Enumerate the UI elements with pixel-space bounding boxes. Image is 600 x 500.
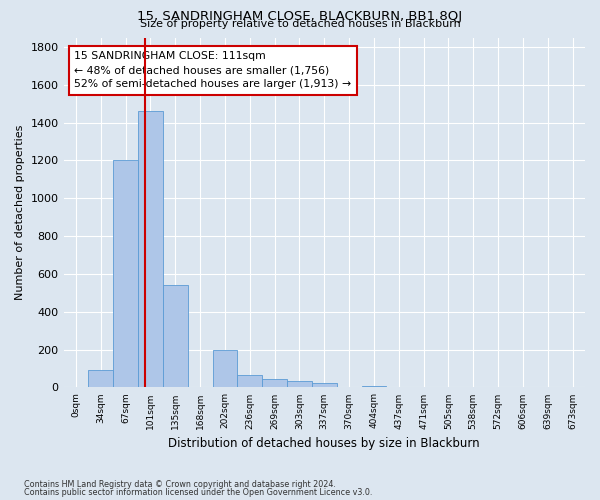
Bar — [287, 381, 312, 388]
Text: 15 SANDRINGHAM CLOSE: 111sqm
← 48% of detached houses are smaller (1,756)
52% of: 15 SANDRINGHAM CLOSE: 111sqm ← 48% of de… — [74, 52, 351, 90]
Bar — [88, 370, 113, 388]
Bar — [138, 112, 163, 388]
Text: Size of property relative to detached houses in Blackburn: Size of property relative to detached ho… — [140, 19, 460, 29]
Text: Contains public sector information licensed under the Open Government Licence v3: Contains public sector information licen… — [24, 488, 373, 497]
Bar — [163, 286, 188, 388]
X-axis label: Distribution of detached houses by size in Blackburn: Distribution of detached houses by size … — [169, 437, 480, 450]
Bar — [113, 160, 138, 388]
Bar — [312, 382, 337, 388]
Bar — [238, 375, 262, 388]
Bar — [262, 379, 287, 388]
Text: Contains HM Land Registry data © Crown copyright and database right 2024.: Contains HM Land Registry data © Crown c… — [24, 480, 336, 489]
Bar — [362, 386, 386, 388]
Y-axis label: Number of detached properties: Number of detached properties — [15, 125, 25, 300]
Text: 15, SANDRINGHAM CLOSE, BLACKBURN, BB1 8QJ: 15, SANDRINGHAM CLOSE, BLACKBURN, BB1 8Q… — [137, 10, 463, 23]
Bar — [212, 350, 238, 388]
